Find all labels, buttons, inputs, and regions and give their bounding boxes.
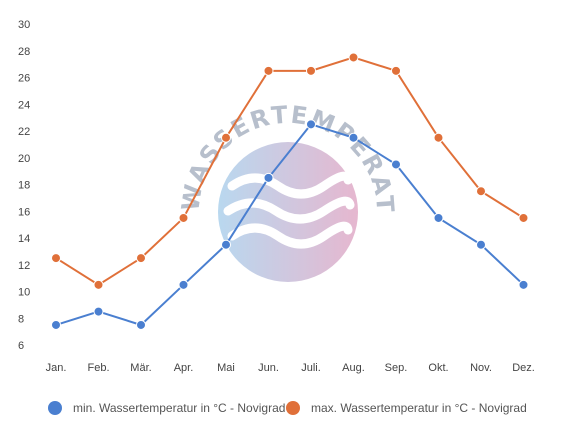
legend-label: min. Wassertemperatur in °C - Novigrad — [73, 401, 285, 415]
data-point[interactable] — [51, 253, 61, 264]
data-point[interactable] — [178, 212, 189, 223]
y-tick-label: 16 — [18, 206, 30, 218]
data-point[interactable] — [476, 239, 486, 250]
series-layer — [51, 52, 529, 330]
x-tick-label: Juli. — [301, 362, 321, 374]
data-point[interactable] — [518, 279, 529, 290]
x-tick-label: Feb. — [87, 362, 109, 374]
x-tick-label: Mär. — [130, 362, 151, 374]
y-tick-label: 30 — [18, 19, 30, 31]
data-point[interactable] — [391, 65, 401, 76]
y-tick-label: 6 — [18, 340, 24, 352]
data-point[interactable] — [93, 306, 104, 317]
y-tick-label: 10 — [18, 287, 30, 299]
legend-label: max. Wassertemperatur in °C - Novigrad — [311, 401, 527, 415]
x-tick-label: Nov. — [470, 362, 492, 374]
x-tick-label: Dez. — [512, 362, 535, 374]
legend-marker — [48, 401, 62, 415]
data-point[interactable] — [348, 52, 359, 63]
series-1 — [51, 119, 529, 330]
y-axis: 6 8 10 12 14 16 18 20 22 24 26 28 30 — [18, 19, 30, 352]
y-tick-label: 8 — [18, 313, 24, 325]
series-line — [55, 123, 525, 327]
y-tick-label: 28 — [18, 46, 30, 58]
watermark-logo: WASSERTEMPERATUR.ORG — [0, 0, 397, 282]
data-point[interactable] — [178, 279, 189, 290]
watermark-circle — [218, 142, 358, 282]
y-tick-label: 18 — [18, 180, 30, 192]
x-tick-label: Okt. — [428, 362, 448, 374]
data-point[interactable] — [476, 186, 486, 197]
legend: min. Wassertemperatur in °C - Novigrad ma… — [48, 401, 527, 415]
x-tick-label: Jun. — [258, 362, 279, 374]
x-tick-label: Jan. — [46, 362, 67, 374]
x-axis: Jan. Feb. Mär. Apr. Mai Jun. Juli. Aug. Sep. Okt.… — [46, 362, 535, 374]
data-point[interactable] — [433, 212, 444, 223]
data-point[interactable] — [263, 172, 274, 183]
y-tick-label: 26 — [18, 73, 30, 85]
data-point[interactable] — [518, 212, 529, 223]
y-tick-label: 20 — [18, 153, 30, 165]
data-point[interactable] — [433, 132, 444, 143]
y-tick-label: 24 — [18, 99, 30, 111]
y-tick-label: 12 — [18, 260, 30, 272]
legend-item-2[interactable]: max. Wassertemperatur in °C - Novigrad — [286, 401, 527, 415]
legend-marker — [286, 401, 300, 415]
data-point[interactable] — [136, 253, 146, 264]
y-tick-label: 22 — [18, 126, 30, 138]
x-tick-label: Apr. — [174, 362, 194, 374]
data-point[interactable] — [306, 119, 316, 130]
legend-item-1[interactable]: min. Wassertemperatur in °C - Novigrad — [48, 401, 285, 415]
data-point[interactable] — [348, 132, 359, 143]
data-point[interactable] — [391, 159, 401, 170]
series-line — [55, 56, 525, 286]
data-point[interactable] — [306, 65, 316, 76]
data-point[interactable] — [51, 319, 61, 330]
data-point[interactable] — [263, 65, 274, 76]
y-tick-label: 14 — [18, 233, 30, 245]
x-tick-label: Aug. — [342, 362, 365, 374]
data-point[interactable] — [93, 279, 104, 290]
data-point[interactable] — [221, 239, 231, 250]
data-point[interactable] — [221, 132, 231, 143]
data-point[interactable] — [136, 319, 146, 330]
x-tick-label: Mai — [217, 362, 235, 374]
x-tick-label: Sep. — [385, 362, 408, 374]
series-2 — [51, 52, 529, 290]
